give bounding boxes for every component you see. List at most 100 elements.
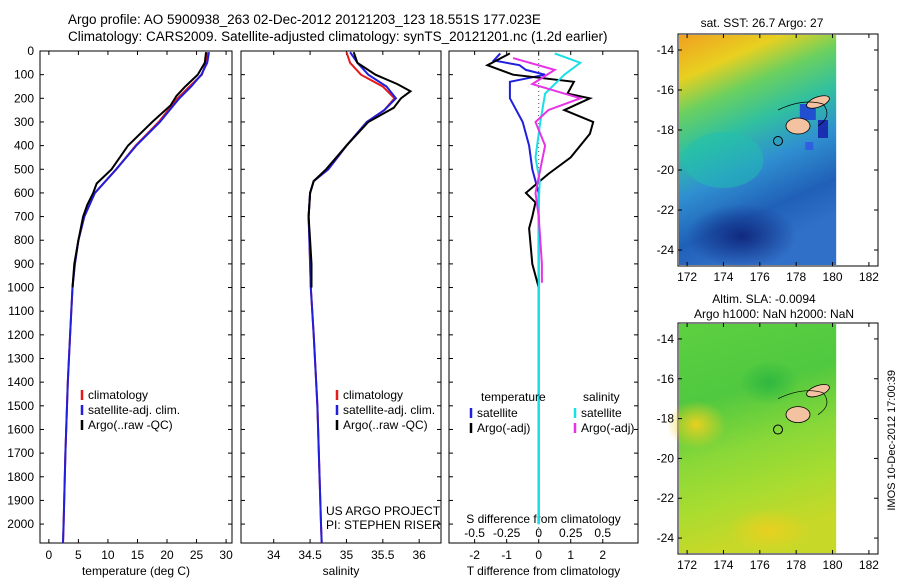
x-tick-label: 174 [713,558,733,572]
mid-pool [683,132,764,188]
x-tick-label: 0 [46,548,53,562]
s-tick-label: 0.5 [594,526,611,540]
y-tick-label: -14 [657,332,675,346]
sst-patch [805,142,814,150]
legend-label: satellite [581,406,622,420]
y-tick-label: 1300 [7,352,34,366]
y-tick-label: -22 [657,203,675,217]
s-tick-label: -0.25 [493,526,521,540]
y-tick-label: -14 [657,43,675,57]
x-tick-label: 182 [859,270,879,284]
series-line-t-argo-adj- [484,52,595,288]
y-tick-label: -20 [657,163,675,177]
sla-map-title: Altim. SLA: -0.0094 [712,292,816,306]
reef-contour [777,101,828,127]
y-tick-label: 300 [14,115,34,129]
series-line-satellite-adj-clim- [62,52,210,544]
salinity-panel: 34 34.5 35 35.5 36 salinity climatologysatelli… [240,50,442,578]
y-tick-label: 400 [14,139,34,153]
x-tick-label: 35.5 [371,548,395,562]
x-tick-label: 36 [413,548,427,562]
y-tick-label: -16 [657,83,675,97]
project-annotation: PI: STEPHEN RISER [326,518,441,532]
x-tick-label: 176 [750,558,770,572]
x-tick-label: 178 [786,270,806,284]
sla-low [738,360,799,405]
plot-frame [240,50,442,544]
plot-frame [39,50,233,544]
sla-high [666,400,727,449]
y-tick-label: 100 [14,68,34,82]
figure-title-line1: Argo profile: AO 5900938_263 02-Dec-2012… [68,12,541,27]
legend-label: Argo(..raw -QC) [88,418,173,432]
y-tick-label: 900 [14,257,34,271]
y-tick-label: 1700 [7,446,34,460]
legend-label: satellite-adj. clim. [343,403,435,417]
y-tick-label: -24 [657,243,675,257]
sla-high [726,508,811,553]
y-tick-label: -18 [657,123,675,137]
legend-heading-salinity: salinity [583,390,620,404]
land-mass [806,95,830,109]
sla-map-subtitle: Argo h1000: NaN h2000: NaN [694,307,854,321]
legend-label: satellite-adj. clim. [88,403,180,417]
x-tick-label: 34 [267,548,281,562]
land-mass [785,117,811,135]
series-line-argo-raw-qc- [71,52,207,288]
y-tick-label: -16 [657,372,675,386]
land-mass [806,384,830,398]
y-tick-label: 2000 [7,517,34,531]
x-axis-label: salinity [323,564,360,578]
x-tick-label: -2 [469,548,480,562]
y-tick-label: 1400 [7,375,34,389]
legend-label: Argo(-adj) [477,421,530,435]
legend-heading-temperature: temperature [481,390,546,404]
s-axis-label: S difference from climatology [466,512,621,526]
y-tick-label: 600 [14,186,34,200]
reef-contour [777,390,828,415]
argo-marker [773,136,783,146]
y-tick-label: 1200 [7,328,34,342]
y-tick-label: 700 [14,210,34,224]
s-tick-label: 0 [535,526,542,540]
x-tick-label: 15 [131,548,145,562]
project-annotation: US ARGO PROJECT [326,504,441,518]
x-tick-label: 1 [567,548,574,562]
x-tick-label: 176 [750,270,770,284]
x-tick-label: -1 [501,548,512,562]
y-tick-label: 1900 [7,493,34,507]
x-tick-label: 182 [859,558,879,572]
x-tick-label: 180 [823,270,843,284]
legend-label: Argo(..raw -QC) [343,418,428,432]
x-tick-label: 172 [677,558,697,572]
series-line-t-satellite [491,52,546,525]
plot-frame [448,50,639,544]
x-tick-label: 10 [101,548,115,562]
y-tick-label: 0 [27,44,34,58]
x-tick-label: 5 [75,548,82,562]
x-tick-label: 35 [340,548,354,562]
y-tick-label: 800 [14,233,34,247]
legend-label: climatology [343,388,403,402]
y-tick-label: 1800 [7,470,34,484]
x-tick-label: 174 [713,270,733,284]
legend-label: satellite [477,406,518,420]
difference-panel: -2 -1 0 1 2 T difference from climatology -0.5… [448,50,639,578]
x-tick-label: 30 [219,548,233,562]
series-line-s-argo-adj- [512,57,584,283]
sst-map-panel: sat. SST: 26.7 Argo: 27 172 174 176 178 180 18… [657,16,880,284]
s-tick-label: 0.25 [559,526,583,540]
figure-title-line2: Climatology: CARS2009. Satellite-adjuste… [68,29,608,44]
x-tick-label: 25 [190,548,204,562]
x-axis-label: T difference from climatology [467,564,621,578]
cold-pool [686,204,797,268]
y-tick-label: 200 [14,91,34,105]
x-tick-label: 172 [677,270,697,284]
sst-map-title: sat. SST: 26.7 Argo: 27 [701,16,824,30]
y-tick-label: -18 [657,412,675,426]
x-axis-label: temperature (deg C) [82,564,190,578]
x-tick-label: 2 [599,548,606,562]
x-tick-label: 0 [535,548,542,562]
y-tick-label: 1100 [8,304,34,318]
